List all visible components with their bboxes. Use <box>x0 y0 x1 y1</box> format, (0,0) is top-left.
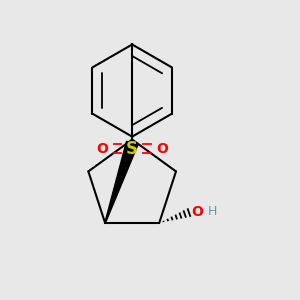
Text: O: O <box>156 142 168 155</box>
Text: O: O <box>97 142 108 155</box>
Text: H: H <box>208 206 217 218</box>
Polygon shape <box>105 141 138 223</box>
Text: S: S <box>126 140 138 158</box>
Text: O: O <box>191 205 203 219</box>
